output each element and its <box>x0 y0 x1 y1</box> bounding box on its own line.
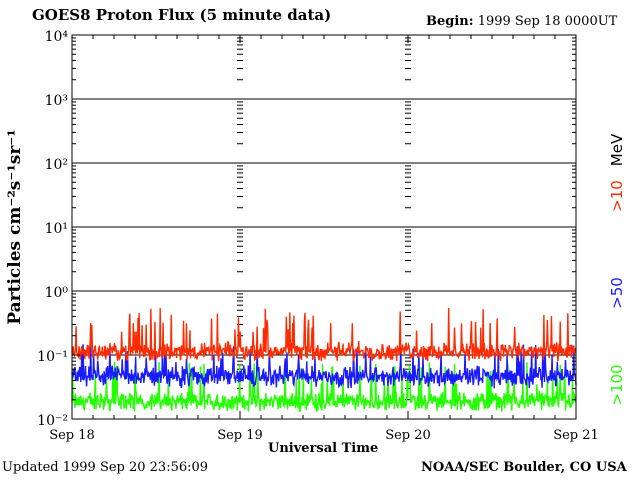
x-tick-label: Sep 20 <box>385 428 431 443</box>
series-line-gt100 <box>71 361 577 413</box>
series-line-gt10 <box>71 307 577 362</box>
credit-label: NOAA/SEC Boulder, CO USA <box>421 460 627 475</box>
begin-timestamp: Begin: 1999 Sep 18 0000UT <box>426 14 617 29</box>
x-tick-label: Sep 21 <box>553 428 599 443</box>
legend-unit: MeV <box>608 133 626 166</box>
y-tick-label: 10³ <box>45 93 68 109</box>
y-tick-label: 10⁴ <box>45 29 69 45</box>
legend-gt100: >100 <box>608 364 626 405</box>
chart-title: GOES8 Proton Flux (5 minute data) <box>32 6 332 24</box>
y-tick-label: 10⁻¹ <box>37 349 68 365</box>
y-tick-label: 10² <box>45 157 68 173</box>
begin-value: 1999 Sep 18 0000UT <box>477 14 618 29</box>
begin-label: Begin: <box>426 14 474 29</box>
legend-gt10: >10 <box>608 180 626 212</box>
y-tick-label: 10⁻² <box>37 413 68 429</box>
y-axis-title: Particles cm⁻²s⁻¹sr⁻¹ <box>5 129 25 324</box>
x-tick-label: Sep 18 <box>49 428 95 443</box>
y-tick-label: 10⁰ <box>45 285 69 301</box>
series-line-gt50 <box>71 344 577 389</box>
x-tick-label: Sep 19 <box>217 428 263 443</box>
y-tick-label: 10¹ <box>45 221 68 237</box>
x-axis-title: Universal Time <box>268 441 379 456</box>
legend-gt50: >50 <box>608 277 626 309</box>
updated-timestamp: Updated 1999 Sep 20 23:56:09 <box>2 460 209 475</box>
